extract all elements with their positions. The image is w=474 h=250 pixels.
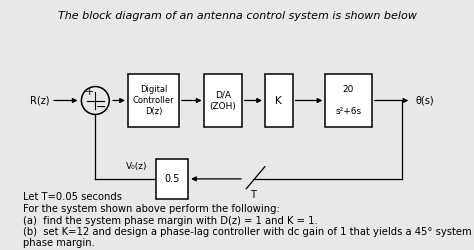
Bar (204, 74, 242, 128)
Text: V₀(z): V₀(z) (127, 162, 148, 171)
Text: Digital
Controller
D(z): Digital Controller D(z) (133, 85, 174, 116)
Text: D/A
(ZOH): D/A (ZOH) (210, 90, 237, 110)
Text: 20: 20 (343, 86, 354, 94)
Bar (155, 159, 188, 198)
Bar (265, 74, 293, 128)
Text: For the system shown above perform the following:: For the system shown above perform the f… (23, 204, 280, 214)
Text: T: T (250, 190, 256, 200)
Text: −: − (96, 101, 106, 114)
Text: Let T=0.05 seconds: Let T=0.05 seconds (23, 192, 122, 202)
Text: K: K (275, 96, 282, 106)
Text: The block diagram of an antenna control system is shown below: The block diagram of an antenna control … (57, 11, 417, 21)
Bar (128, 74, 179, 128)
Text: +: + (84, 87, 94, 97)
Text: phase margin.: phase margin. (23, 238, 95, 248)
Text: R(z): R(z) (30, 96, 49, 106)
Text: 0.5: 0.5 (164, 174, 180, 184)
Text: θ(s): θ(s) (416, 96, 435, 106)
Bar (325, 74, 372, 128)
Text: s²+6s: s²+6s (336, 106, 362, 116)
Text: (b)  set K=12 and design a phase-lag controller with dc gain of 1 that yields a : (b) set K=12 and design a phase-lag cont… (23, 227, 472, 237)
Text: (a)  find the system phase margin with D(z) = 1 and K = 1.: (a) find the system phase margin with D(… (23, 216, 318, 226)
